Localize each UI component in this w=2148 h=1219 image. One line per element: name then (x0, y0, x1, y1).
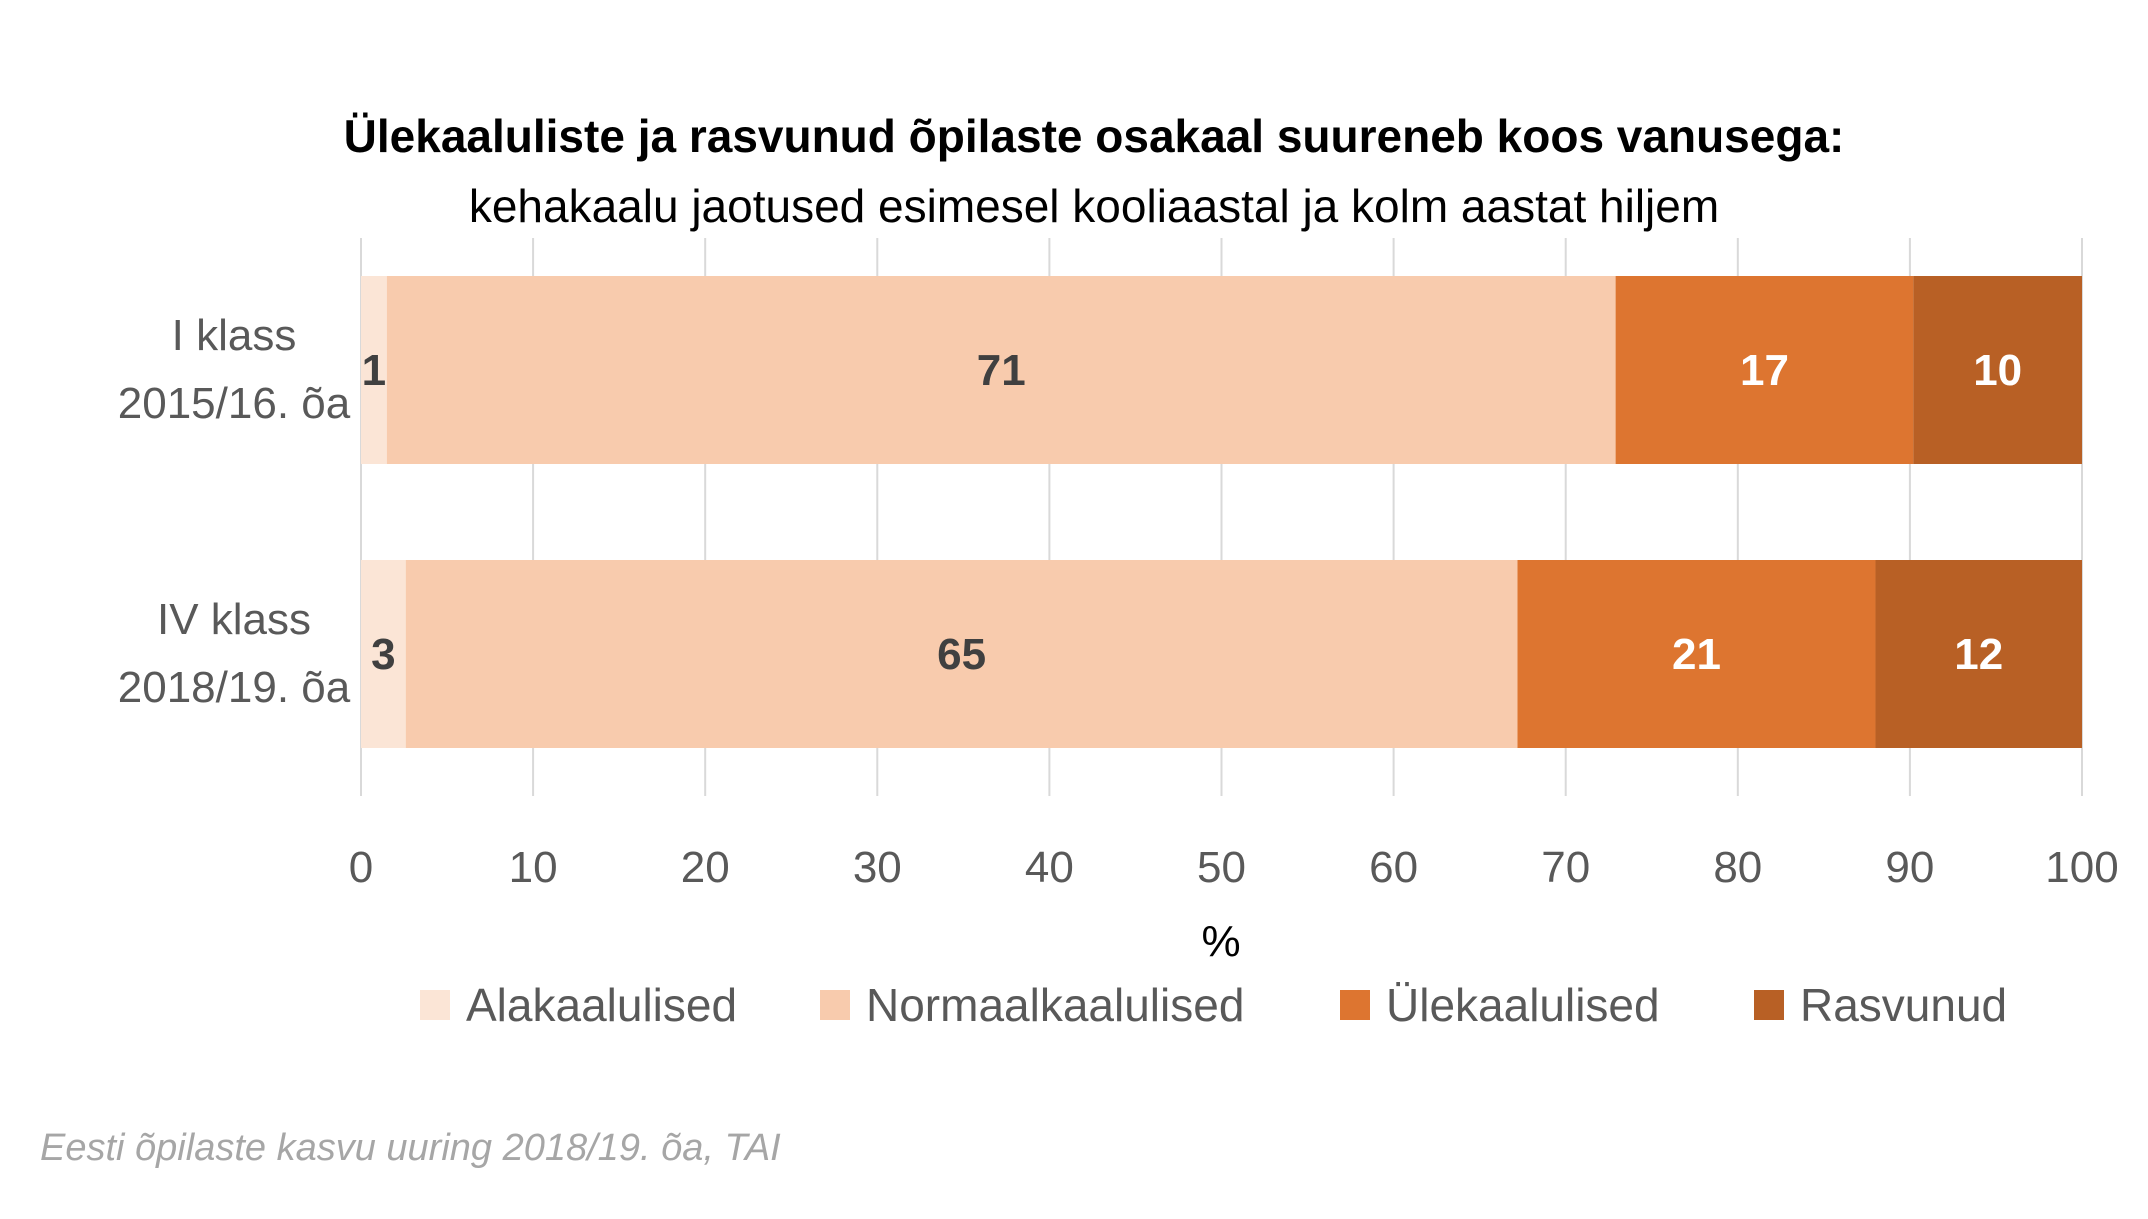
chart-subtitle: kehakaalu jaotused esimesel kooliaastal … (469, 180, 1719, 232)
x-axis-ticks: 0 10 20 30 40 50 60 70 80 90 100 (349, 843, 2119, 892)
bars: 1 71 17 10 3 65 21 12 (361, 276, 2082, 748)
bar-segment (1875, 560, 2082, 748)
bar-segment (1517, 560, 1876, 748)
x-tick-label: 50 (1197, 843, 1246, 892)
legend-swatch (420, 990, 450, 1020)
x-tick-label: 80 (1713, 843, 1762, 892)
data-label: 71 (977, 346, 1026, 395)
category-label: 2015/16. õa (118, 379, 351, 428)
legend-label: Ülekaalulised (1386, 979, 1660, 1031)
source-note: Eesti õpilaste kasvu uuring 2018/19. õa,… (40, 1127, 781, 1169)
data-label: 1 (362, 346, 386, 395)
data-label: 65 (937, 630, 986, 679)
data-label: 17 (1740, 346, 1789, 395)
data-label: 10 (1973, 346, 2022, 395)
x-tick-label: 70 (1541, 843, 1590, 892)
bar-segment (1913, 276, 2082, 464)
x-tick-label: 20 (681, 843, 730, 892)
category-label: IV klass (157, 595, 311, 644)
category-label: I klass (172, 311, 297, 360)
legend: Alakaalulised Normaalkaalulised Ülekaaluli… (420, 979, 2007, 1031)
bar-segment (405, 560, 1518, 748)
x-tick-label: 90 (1885, 843, 1934, 892)
bar-segment (361, 560, 406, 748)
legend-swatch (820, 990, 850, 1020)
bar-segment (386, 276, 1616, 464)
category-label: 2018/19. õa (118, 663, 351, 712)
legend-swatch (1340, 990, 1370, 1020)
x-axis-label: % (1201, 917, 1240, 966)
x-tick-label: 40 (1025, 843, 1074, 892)
legend-label: Normaalkaalulised (866, 979, 1244, 1031)
legend-label: Alakaalulised (466, 979, 737, 1031)
data-label: 12 (1954, 630, 2003, 679)
x-tick-label: 0 (349, 843, 373, 892)
x-tick-label: 10 (509, 843, 558, 892)
category-labels: I klass 2015/16. õa IV klass 2018/19. õa (118, 311, 351, 712)
x-tick-label: 30 (853, 843, 902, 892)
data-label: 3 (371, 630, 395, 679)
data-label: 21 (1672, 630, 1721, 679)
legend-swatch (1754, 990, 1784, 1020)
legend-label: Rasvunud (1800, 979, 2007, 1031)
bar-segment (361, 276, 387, 464)
x-tick-label: 100 (2045, 843, 2118, 892)
chart-title: Ülekaaluliste ja rasvunud õpilaste osaka… (344, 110, 1845, 162)
bar-segment (1615, 276, 1914, 464)
x-tick-label: 60 (1369, 843, 1418, 892)
